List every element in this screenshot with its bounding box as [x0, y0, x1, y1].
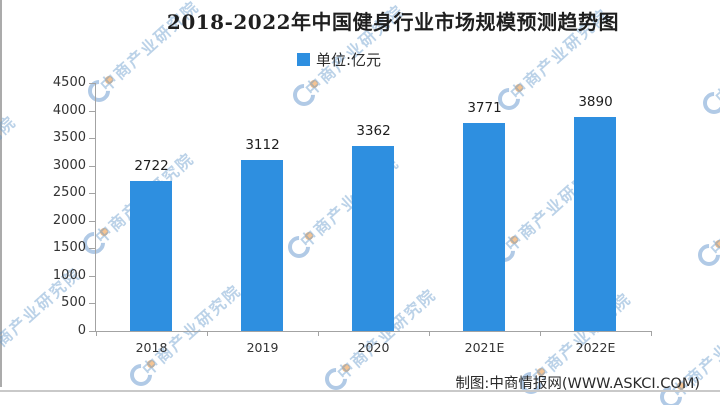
bar [574, 116, 616, 331]
attribution-text: 制图:中商情报网(WWW.ASKCI.COM) [455, 376, 700, 392]
y-axis-label: 3500 [52, 130, 86, 146]
legend: 单位:亿元 [297, 49, 381, 70]
bar-value-label: 3112 [245, 136, 280, 153]
y-axis-tick [89, 248, 96, 250]
bar-value-label: 3890 [578, 93, 613, 110]
left-border-line [0, 0, 2, 387]
watermark-text: 中商产业研究院 [706, 160, 720, 260]
bar-slot: 3362 [318, 83, 429, 331]
compass-icon [320, 363, 352, 395]
x-axis-tick [651, 331, 652, 336]
bar-slot: 3890 [540, 83, 651, 331]
y-axis-label: 4000 [52, 102, 86, 118]
x-axis-tick [429, 331, 430, 336]
y-axis-tick [89, 331, 96, 332]
compass-dot [715, 240, 720, 248]
y-axis-label: 0 [77, 323, 86, 338]
compass-ring [125, 359, 157, 391]
bar-value-label: 3362 [356, 122, 391, 139]
compass-ring [698, 87, 720, 119]
y-axis-tick [89, 193, 96, 195]
x-axis-label: 2019 [246, 340, 279, 355]
y-axis-tick [89, 165, 96, 167]
y-axis-tick [89, 303, 96, 305]
y-axis-label: 1500 [52, 240, 86, 256]
compass-dot [342, 364, 350, 372]
bar [241, 159, 283, 331]
x-axis-tick [318, 331, 319, 336]
plot-area: 0 500 1000 1500 2000 2500 3000 3500 4000 4500 2018… [53, 75, 652, 355]
compass-icon [125, 359, 157, 391]
y-axis-label: 2500 [52, 185, 86, 201]
legend-swatch-icon [297, 53, 310, 66]
y-axis-tick [89, 138, 96, 140]
y-axis-tick [89, 275, 96, 277]
bottom-divider-line [0, 390, 720, 392]
x-axis-tick [96, 331, 97, 336]
x-axis-label: 2018 [135, 340, 168, 355]
y-axis-tick [89, 83, 96, 84]
y-axis-label: 1000 [52, 267, 86, 283]
y-axis-label: 2000 [52, 212, 86, 228]
bar-value-label: 2722 [134, 158, 169, 174]
x-axis-tick [207, 331, 208, 336]
bar-slot: 3112 [207, 83, 318, 331]
y-axis-label: 500 [61, 295, 86, 311]
x-axis-tick [540, 331, 541, 336]
bar-slot: 2722 [96, 83, 207, 331]
bar-slot: 3771 [429, 83, 540, 331]
y-axis-label: 3000 [52, 157, 86, 173]
compass-icon [693, 239, 720, 271]
compass-ring [693, 239, 720, 271]
legend-label: 单位:亿元 [316, 51, 382, 69]
x-axis-label: 2020 [357, 340, 390, 355]
y-axis-label: 4500 [52, 75, 86, 90]
x-axis-label: 2022E [575, 340, 616, 355]
bar [352, 145, 394, 331]
x-axis-label: 2021E [464, 340, 505, 355]
watermark-text: 中商产业研究院 [0, 111, 20, 211]
y-axis-tick [89, 110, 96, 112]
y-axis-tick [89, 220, 96, 222]
bar [130, 181, 172, 331]
compass-icon [698, 87, 720, 119]
bar-value-label: 3771 [467, 100, 502, 117]
bar [463, 123, 505, 331]
chart-title: 2018-2022年中国健身行业市场规模预测趋势图 [166, 10, 620, 34]
compass-dot [147, 360, 155, 368]
